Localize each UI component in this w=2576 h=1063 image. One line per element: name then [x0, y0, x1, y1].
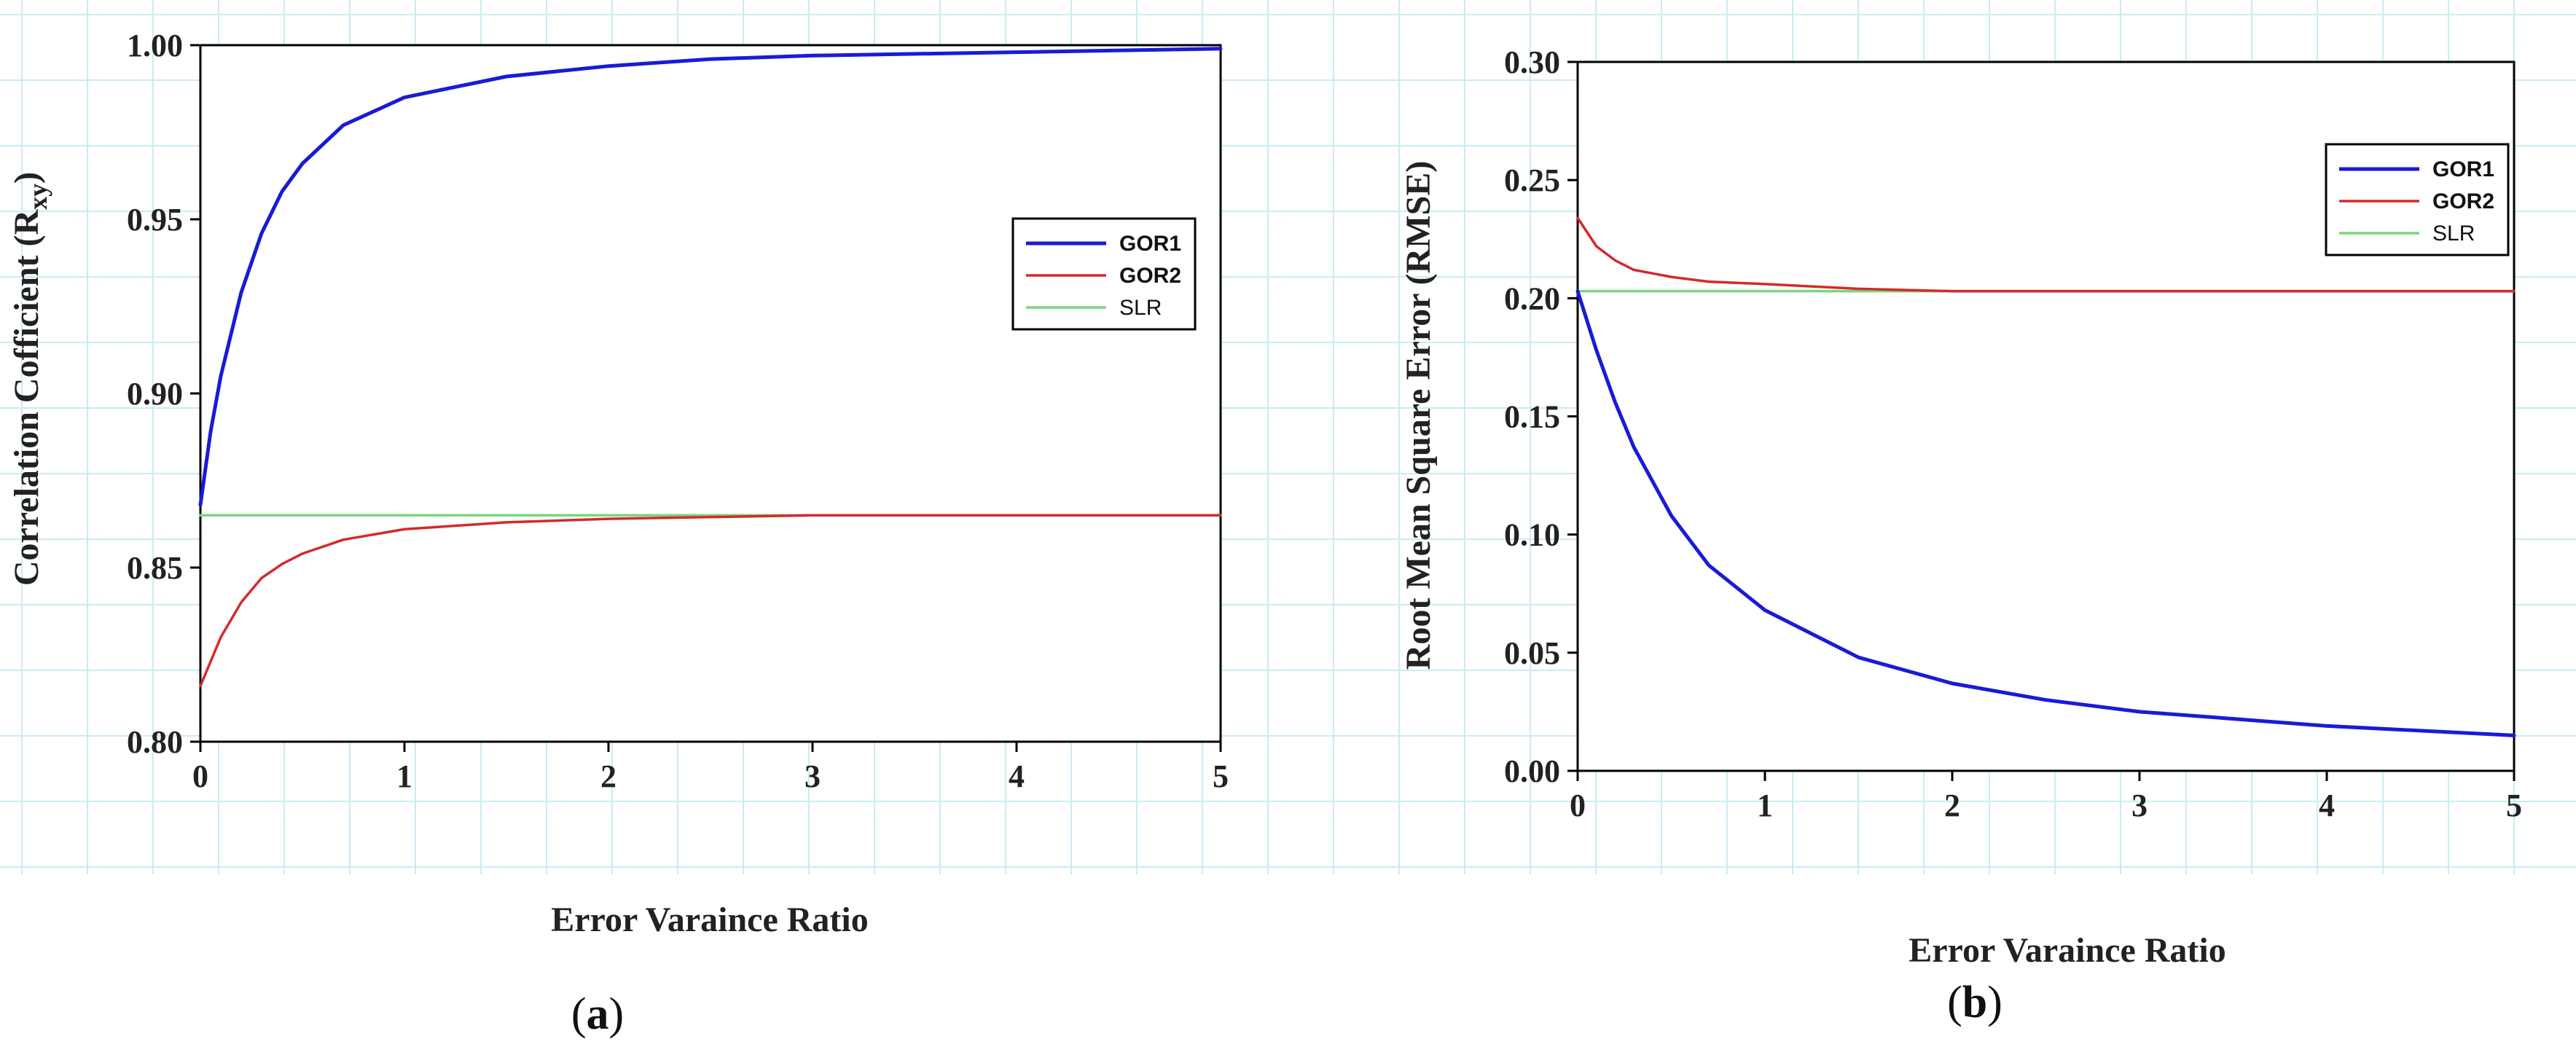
panel-caption-b: (b) [1947, 978, 2003, 1027]
legend-box [2325, 143, 2510, 256]
series-line-gor2 [199, 514, 1222, 688]
y-tick-label: 0.05 [1504, 635, 1560, 671]
legend-label-gor2: GOR2 [2432, 189, 2494, 213]
x-tick-label: 3 [804, 758, 821, 794]
x-tick-label: 5 [1213, 758, 1229, 794]
plot-area-a: 0.80 0.85 0.90 0.95 1.00 0 1 2 3 4 5 GOR1 GOR2 SLR [127, 28, 1229, 794]
y-tick-label: 0.80 [127, 724, 183, 760]
x-tick-label: 1 [396, 758, 412, 794]
y-tick-label: 1.00 [127, 28, 183, 63]
legend-label-gor2: GOR2 [1119, 264, 1181, 288]
y-tick-label: 0.85 [127, 550, 183, 586]
y-tick-label: 0.25 [1504, 162, 1560, 198]
x-tick-label: 3 [2131, 788, 2148, 823]
plot-frame-a [199, 44, 1222, 743]
series-line-gor2 [1576, 216, 2516, 293]
x-tick-label: 4 [2319, 788, 2335, 823]
legend-label-gor1: GOR1 [2432, 157, 2494, 181]
y-tick-label: 0.90 [127, 376, 183, 412]
legend-a: GOR1 GOR2 SLR [1011, 217, 1197, 331]
legend-label-gor1: GOR1 [1119, 232, 1181, 256]
y-tick-label: 0.10 [1504, 517, 1560, 553]
x-tick-label: 4 [1009, 758, 1025, 794]
x-axis-label-b: Error Varaince Ratio [1908, 931, 2226, 970]
y-tick-label: 0.00 [1504, 753, 1560, 789]
legend-box [1011, 217, 1197, 331]
y-axis-label-a: Correlation Cofficient (Rxy) [7, 172, 52, 586]
series-line-gor1 [198, 47, 1223, 507]
y-tick-label: 0.30 [1504, 44, 1560, 80]
chart-panel-a: 0.80 0.85 0.90 0.95 1.00 0 1 2 3 4 5 GOR1 GOR2 SLR Co… [7, 28, 1229, 1039]
plot-area-b: 0.000.050.100.150.200.250.300 1 2 3 4 5GOR1GO… [1504, 44, 2522, 823]
y-tick-label: 0.15 [1504, 399, 1560, 435]
y-tick-label: 0.20 [1504, 281, 1560, 316]
x-axis-label-a: Error Varaince Ratio [551, 901, 869, 939]
legend-label-slr: SLR [1119, 296, 1162, 320]
chart-panel-b: 0.000.050.100.150.200.250.300 1 2 3 4 5GOR1GO… [1399, 44, 2522, 1027]
x-tick-label: 2 [1944, 788, 1960, 823]
series-line-gor1 [1575, 289, 2516, 737]
y-axis-label-b: Root Mean Square Error (RMSE) [1399, 161, 1438, 670]
x-tick-label: 0 [192, 758, 208, 794]
legend-label-slr: SLR [2432, 221, 2475, 246]
x-tick-label: 1 [1757, 788, 1773, 823]
x-tick-label: 0 [1570, 788, 1586, 823]
x-tick-label: 5 [2506, 788, 2522, 823]
legend-b: GOR1 GOR2 SLR [2325, 143, 2510, 256]
y-tick-label: 0.95 [127, 202, 183, 238]
panel-caption-a: (a) [571, 989, 624, 1039]
x-tick-label: 2 [600, 758, 616, 794]
